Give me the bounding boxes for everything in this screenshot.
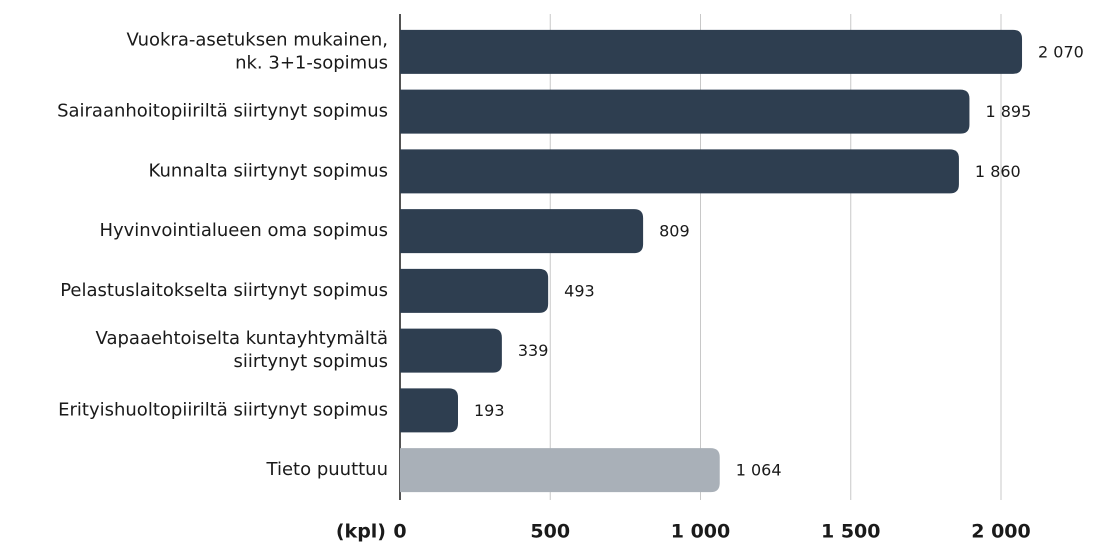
bar: [400, 448, 720, 493]
value-label: 809: [659, 222, 690, 241]
y-tick-label-line: nk. 3+1-sopimus: [235, 52, 388, 73]
x-axis-label: (kpl): [336, 521, 386, 543]
bar: [400, 29, 1023, 74]
value-label: 2 070: [1038, 42, 1084, 61]
bar: [400, 268, 549, 313]
bar: [400, 89, 970, 134]
value-label: 339: [518, 341, 549, 360]
x-tick-label: 1 000: [671, 521, 731, 543]
y-tick-label-line: siirtynyt sopimus: [234, 351, 388, 372]
y-tick-label: Sairaanhoitopiiriltä siirtynyt sopimus: [57, 101, 388, 122]
x-tick-label: 0: [393, 521, 406, 543]
value-label: 1 895: [985, 102, 1031, 121]
x-tick-label: 1 500: [821, 521, 881, 543]
value-label: 1 064: [736, 461, 782, 480]
bar: [400, 209, 644, 254]
y-tick-label: Hyvinvointialueen oma sopimus: [99, 220, 388, 241]
y-tick-label-line: Sairaanhoitopiiriltä siirtynyt sopimus: [57, 101, 388, 122]
y-tick-label: Tieto puuttuu: [266, 459, 388, 480]
y-tick-label: Pelastuslaitokselta siirtynyt sopimus: [60, 280, 388, 301]
y-tick-label-line: Kunnalta siirtynyt sopimus: [149, 160, 388, 181]
y-tick-label-line: Vuokra-asetuksen mukainen,: [126, 29, 388, 50]
bar: [400, 328, 502, 373]
value-label: 1 860: [975, 162, 1021, 181]
value-label: 193: [474, 401, 505, 420]
y-tick-label-line: Hyvinvointialueen oma sopimus: [99, 220, 388, 241]
y-tick-label-line: Tieto puuttuu: [266, 459, 388, 480]
value-label: 493: [564, 281, 595, 300]
x-tick-label: 500: [530, 521, 570, 543]
y-tick-label-line: Pelastuslaitokselta siirtynyt sopimus: [60, 280, 388, 301]
y-tick-label-line: Erityishuoltopiiriltä siirtynyt sopimus: [58, 399, 388, 420]
bar: [400, 149, 959, 194]
x-tick-label: 2 000: [971, 521, 1031, 543]
y-tick-label: Kunnalta siirtynyt sopimus: [149, 160, 388, 181]
y-tick-label: Erityishuoltopiiriltä siirtynyt sopimus: [58, 399, 388, 420]
bar: [400, 388, 458, 433]
y-tick-label: Vuokra-asetuksen mukainen, nk. 3+1-sopimu…: [126, 29, 388, 73]
y-tick-label-line: Vapaaehtoiselta kuntayhtymältä: [96, 328, 388, 349]
y-tick-label: Vapaaehtoiselta kuntayhtymältä siirtynyt …: [96, 328, 388, 372]
